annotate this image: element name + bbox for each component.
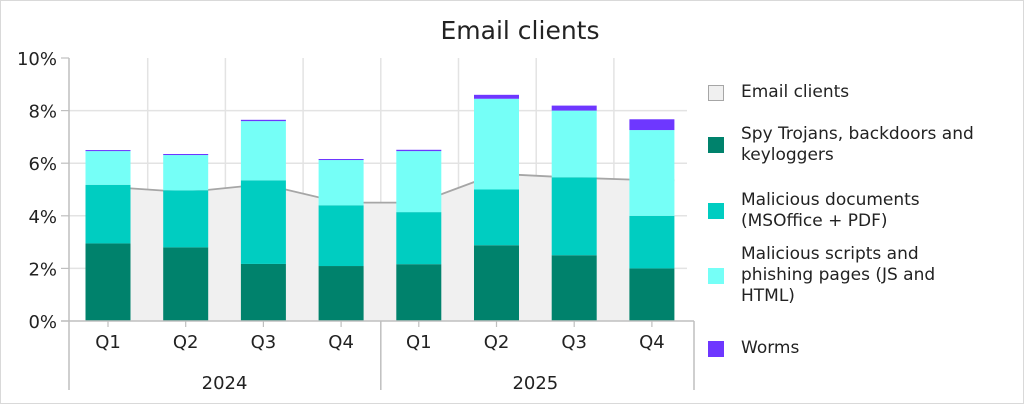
bar-malicious-scripts	[319, 160, 364, 205]
x-tick-label: Q1	[406, 332, 432, 353]
legend-label: Worms	[741, 338, 991, 359]
x-tick-label: Q3	[251, 332, 277, 353]
legend-label: Malicious scripts and phishing pages (JS…	[741, 244, 971, 307]
legend-swatch-malicious-scripts	[708, 268, 724, 284]
bar-worms	[163, 154, 208, 155]
legend-swatch-spy-trojans	[708, 137, 724, 153]
bar-spy-trojans	[474, 245, 519, 321]
bar-worms	[474, 95, 519, 99]
legend-swatch-worms	[708, 341, 724, 357]
y-tick-label: 6%	[28, 154, 57, 175]
bar-malicious-documents	[396, 212, 441, 264]
y-tick-label: 0%	[28, 312, 57, 333]
legend-item-email-clients: Email clients	[708, 82, 991, 103]
y-tick-label: 10%	[17, 49, 57, 70]
bar-malicious-scripts	[474, 99, 519, 190]
bar-malicious-documents	[163, 190, 208, 247]
y-tick-label: 2%	[28, 259, 57, 280]
bar-malicious-documents	[86, 185, 131, 244]
legend-item-malicious-scripts: Malicious scripts and phishing pages (JS…	[708, 244, 971, 307]
bar-spy-trojans	[86, 243, 131, 321]
x-tick-label: Q1	[95, 332, 121, 353]
y-tick-label: 8%	[28, 102, 57, 123]
group-label: 2024	[202, 373, 248, 394]
bar-spy-trojans	[163, 247, 208, 321]
bar-worms	[319, 159, 364, 160]
bar-worms	[629, 119, 674, 130]
bar-spy-trojans	[319, 266, 364, 321]
legend-swatch-malicious-documents	[708, 203, 724, 219]
bar-malicious-scripts	[396, 151, 441, 212]
legend-label: Email clients	[741, 82, 991, 103]
bar-spy-trojans	[241, 264, 286, 321]
bar-malicious-scripts	[629, 130, 674, 216]
legend-item-spy-trojans: Spy Trojans, backdoors and keyloggers	[708, 124, 1001, 166]
x-tick-label: Q3	[561, 332, 587, 353]
bar-malicious-documents	[319, 205, 364, 266]
x-tick-label: Q4	[328, 332, 354, 353]
legend-label: Malicious documents (MSOffice + PDF)	[741, 190, 961, 232]
legend-item-worms: Worms	[708, 338, 991, 359]
bar-worms	[241, 120, 286, 121]
bar-worms	[396, 150, 441, 151]
bar-malicious-scripts	[86, 151, 131, 185]
bar-worms	[86, 150, 131, 151]
bar-worms	[552, 106, 597, 111]
group-label: 2025	[512, 373, 558, 394]
bar-malicious-documents	[629, 216, 674, 269]
x-tick-label: Q2	[173, 332, 199, 353]
bar-malicious-documents	[474, 190, 519, 246]
bar-spy-trojans	[396, 264, 441, 321]
bar-malicious-scripts	[552, 111, 597, 178]
legend-label: Spy Trojans, backdoors and keyloggers	[741, 124, 1001, 166]
legend-item-malicious-documents: Malicious documents (MSOffice + PDF)	[708, 190, 961, 232]
bar-malicious-documents	[241, 180, 286, 264]
bar-malicious-documents	[552, 177, 597, 255]
x-tick-label: Q4	[639, 332, 665, 353]
legend-swatch-email-clients	[708, 85, 724, 101]
bar-spy-trojans	[629, 268, 674, 321]
bar-spy-trojans	[552, 255, 597, 321]
y-tick-label: 4%	[28, 207, 57, 228]
x-tick-label: Q2	[484, 332, 510, 353]
bar-malicious-scripts	[163, 155, 208, 190]
bar-malicious-scripts	[241, 121, 286, 180]
